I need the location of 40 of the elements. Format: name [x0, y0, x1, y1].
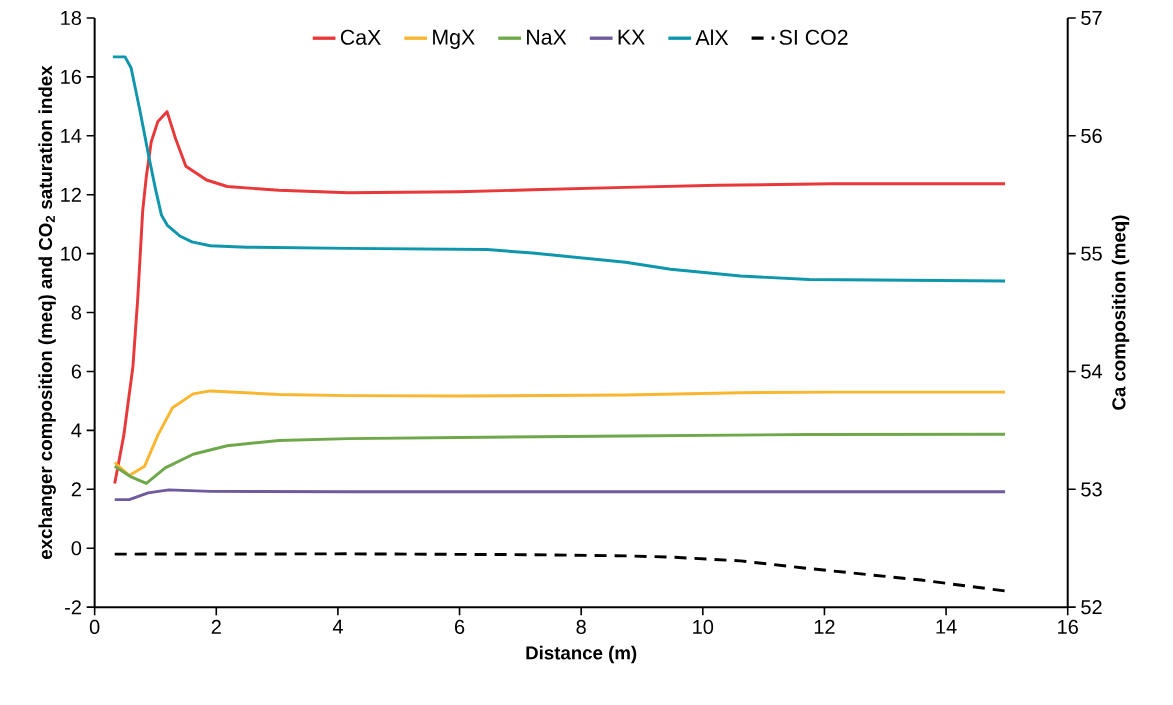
x-tick-label: 2 [211, 619, 221, 634]
line-series [113, 389, 1007, 477]
line-series [111, 55, 1007, 283]
y-tick-label: 0 [71, 541, 82, 556]
x-tick-label: 6 [455, 619, 465, 634]
y-tick-label: 18 [61, 10, 82, 25]
y-tick-label: 16 [61, 69, 82, 84]
x-tick-label: 16 [1058, 619, 1078, 634]
x-tick-label: 0 [89, 619, 100, 634]
y2-tick-label: 53 [1081, 482, 1102, 497]
y2-tick-label: 57 [1081, 10, 1102, 25]
y2-tick-label: 54 [1081, 364, 1103, 379]
line-series [113, 432, 1007, 485]
y-axis-title: exchanger composition (meq) and CO$_{2}$ saturation index [38, 65, 56, 559]
x-tick-label: 12 [814, 619, 835, 634]
y-tick-label: 6 [71, 364, 82, 379]
y-tick-label: 8 [71, 305, 82, 320]
y2-tick-label: 52 [1081, 600, 1102, 615]
y-tick-label: 2 [71, 482, 81, 497]
y-tick-label: 10 [61, 246, 82, 261]
y2-tick-label: 56 [1081, 128, 1102, 143]
line-series [113, 552, 1007, 593]
y-tick-label: 4 [71, 423, 82, 438]
y2-axis-title: Ca composition (meq) [1111, 215, 1130, 410]
y-tick-label: 14 [61, 128, 82, 143]
legend-label: AlX [695, 29, 729, 45]
legend-label: MgX [433, 29, 475, 49]
y-tick-label: -2 [65, 600, 81, 615]
legend-label: SI CO2 [779, 29, 848, 45]
x-tick-label: 4 [332, 619, 343, 634]
legend-label: KX [618, 29, 645, 45]
y-tick-label: 12 [61, 187, 81, 202]
x-tick-label: 10 [693, 619, 714, 634]
y2-tick-label: 55 [1081, 246, 1102, 261]
line-series [113, 110, 1007, 485]
x-tick-label: 14 [936, 619, 957, 634]
x-tick-label: 8 [576, 619, 586, 634]
x-axis-title: Distance (m) [526, 645, 637, 664]
legend-label: CaX [340, 29, 381, 45]
legend-label: NaX [527, 29, 567, 45]
